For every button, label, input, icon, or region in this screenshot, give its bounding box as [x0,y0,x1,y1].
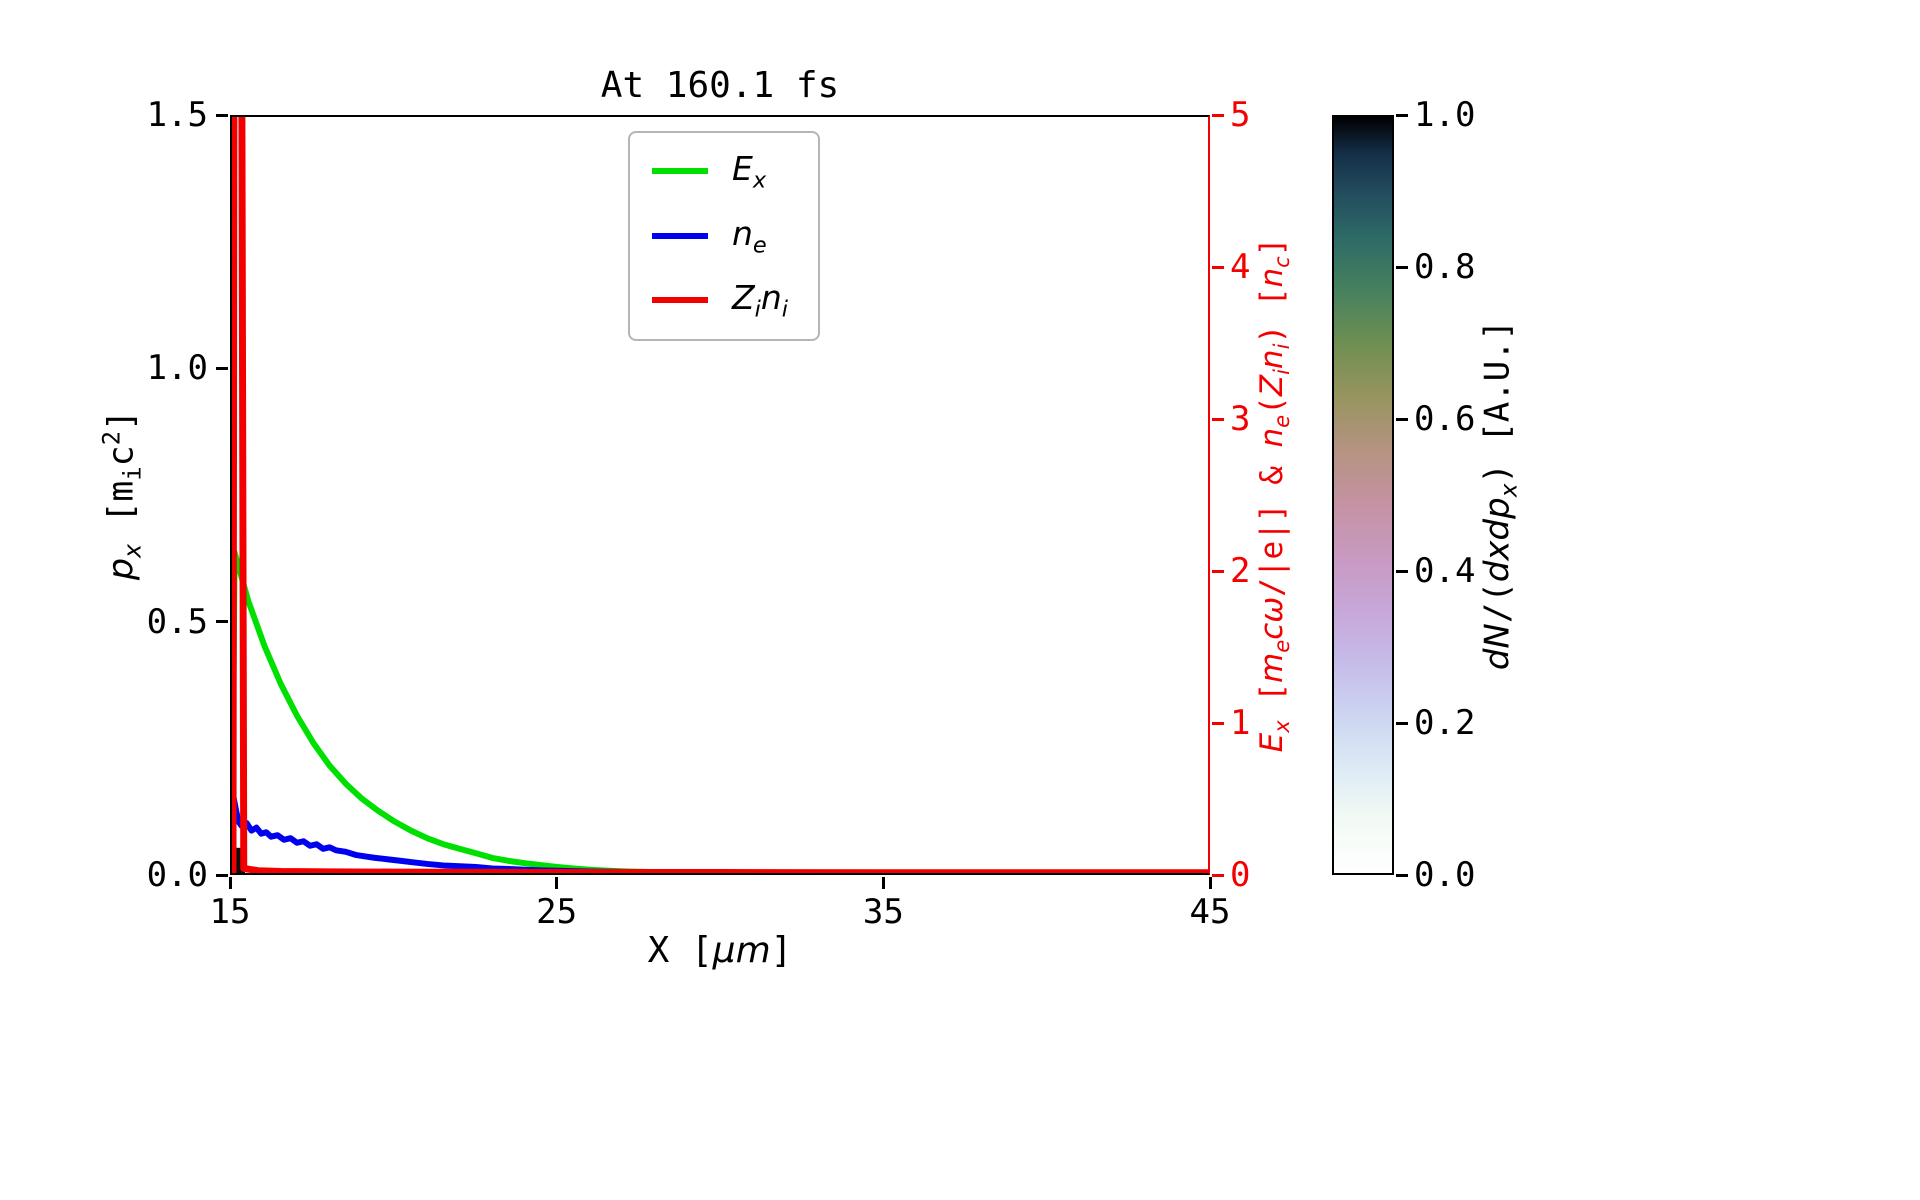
y-right-tick-label: 2 [1230,551,1251,591]
colorbar-tick-mark [1396,873,1408,877]
legend-label-Ex: Ex [732,149,767,194]
y-axis-label-right: Ex [mecω/|e|] & ne(Zini) [nc] [1253,237,1295,753]
series-line-Ex [232,549,1208,873]
colorbar-tick-mark [1396,417,1408,421]
y-right-tick-mark [1212,873,1224,877]
y-right-tick-mark [1212,265,1224,269]
colorbar-tick-mark [1396,113,1408,117]
y-right-tick-label: 4 [1230,247,1251,287]
y-left-tick-label: 1.0 [146,348,208,389]
colorbar-tick-mark [1396,569,1408,573]
colorbar-tick-label: 0.6 [1414,399,1476,439]
y-right-tick-label: 5 [1230,95,1251,135]
series-plot [232,117,1208,873]
colorbar-gradient [1332,115,1394,875]
y-right-tick-label: 3 [1230,399,1251,439]
y-right-tick-mark [1212,113,1224,117]
x-tick-mark [881,877,885,889]
colorbar-tick-mark [1396,265,1408,269]
colorbar-tick-label: 0.0 [1414,855,1476,895]
legend-line-ne [652,232,708,239]
legend-line-Ex [652,168,708,175]
legend-label-ne: ne [732,213,767,259]
y-right-tick-mark [1212,721,1224,725]
colorbar-tick-label: 0.2 [1414,703,1476,743]
x-tick-label: 15 [209,892,251,932]
x-tick-label: 25 [536,892,578,932]
legend: Ex ne Zini [628,131,820,341]
y-left-tick-mark [216,620,228,624]
x-axis-label: X [μm] [647,930,793,971]
y-left-tick-label: 1.5 [146,95,208,135]
y-right-tick-label: 1 [1230,703,1251,743]
y-right-tick-mark [1212,569,1224,573]
legend-label-Zini: Zini [732,278,788,323]
x-tick-mark [1208,877,1212,889]
colorbar-label: dN/(dxdpx) [A.U.] [1477,319,1523,671]
legend-item-Ex: Ex [652,149,788,194]
series-line-Zini [232,117,1208,873]
colorbar-tick-label: 0.8 [1414,247,1476,287]
x-tick-label: 35 [862,892,904,932]
x-tick-mark [555,877,559,889]
y-left-tick-label: 0.0 [146,855,208,895]
plot-title: At 160.1 fs [600,65,840,106]
y-left-tick-mark [216,366,228,370]
legend-item-Zini: Zini [652,278,788,323]
colorbar-tick-mark [1396,721,1408,725]
plot-area: Ex ne Zini [230,115,1210,875]
legend-line-Zini [652,297,708,304]
y-left-tick-mark [216,113,228,117]
x-tick-mark [228,877,232,889]
y-right-tick-mark [1212,417,1224,421]
x-tick-label: 45 [1189,892,1231,932]
colorbar-tick-label: 1.0 [1414,95,1476,135]
y-right-tick-label: 0 [1230,855,1251,895]
y-axis-label-left: px [mic2] [97,409,147,581]
colorbar-tick-label: 0.4 [1414,551,1476,591]
legend-item-ne: ne [652,213,788,259]
y-left-tick-label: 0.5 [146,601,208,642]
y-left-tick-mark [216,873,228,877]
